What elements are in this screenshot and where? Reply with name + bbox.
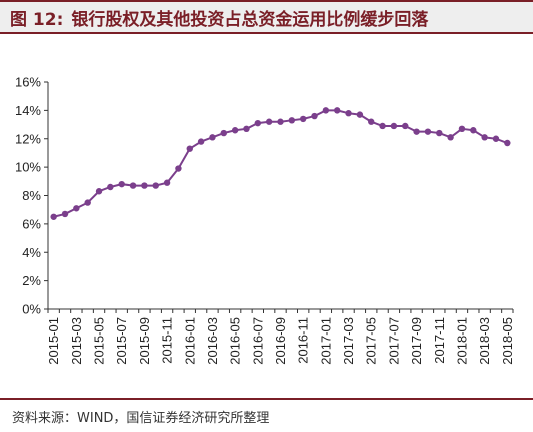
data-point: [390, 122, 398, 130]
y-tick-label: 8%: [22, 188, 41, 203]
figure-number: 图 12:: [10, 9, 64, 30]
data-point: [470, 127, 477, 134]
data-point: [254, 119, 262, 127]
series-line: [53, 109, 508, 218]
x-tick-label: 2017-05: [364, 317, 379, 365]
x-tick-label: 2015-11: [160, 317, 175, 364]
data-point: [458, 125, 466, 133]
data-point: [118, 180, 125, 188]
data-point: [288, 117, 296, 124]
data-point: [50, 213, 57, 220]
data-point: [243, 125, 250, 133]
data-point: [322, 107, 330, 114]
x-tick-label: 2017-11: [432, 317, 447, 364]
data-point: [492, 135, 500, 142]
figure-title: 银行股权及其他投资占总资金运用比例缓步回落: [71, 9, 429, 30]
line-chart: 0% 2% 4% 6% 8% 10% 12% 14% 16% 2015-01 2015-03 2015…: [15, 75, 515, 365]
data-point: [107, 183, 114, 191]
data-point: [141, 182, 148, 189]
data-point: [299, 115, 307, 123]
data-point: [220, 129, 227, 137]
x-tick-label: 2016-11: [296, 317, 311, 364]
x-tick-label: 2017-01: [318, 317, 333, 365]
y-tick-label: 12%: [15, 131, 41, 146]
data-point: [481, 134, 488, 141]
data-point: [447, 134, 454, 141]
data-point: [209, 134, 216, 141]
x-tick-label: 2016-05: [228, 317, 243, 365]
x-tick-label: 2015-05: [92, 317, 107, 365]
x-tick-label: 2016-01: [182, 317, 197, 365]
data-point: [277, 118, 284, 125]
data-point: [73, 205, 80, 212]
x-tick-label: 2016-07: [250, 317, 265, 365]
data-point: [311, 112, 318, 120]
data-point: [175, 165, 182, 172]
source-note: 资料来源：WIND，国信证券经济研究所整理: [0, 398, 533, 432]
data-point: [402, 122, 409, 130]
x-tick-label: 2015-01: [46, 317, 61, 365]
data-point: [379, 122, 386, 130]
y-tick-label: 4%: [22, 245, 41, 260]
data-point: [84, 199, 91, 206]
x-tick-label: 2017-07: [386, 317, 401, 365]
y-tick-label: 16%: [15, 75, 41, 90]
x-tick-label: 2018-03: [477, 317, 492, 365]
y-tick-label: 2%: [22, 273, 41, 288]
y-tick-label: 0%: [22, 302, 41, 317]
y-tick-label: 14%: [15, 103, 41, 118]
data-point: [129, 182, 137, 189]
x-tick-label: 2015-07: [114, 317, 129, 365]
x-tick-label: 2018-05: [500, 317, 515, 365]
data-point: [95, 188, 103, 195]
x-tick-label: 2016-09: [273, 317, 288, 365]
data-point: [368, 118, 375, 125]
x-tick-label: 2018-01: [454, 317, 469, 365]
data-point: [152, 182, 159, 189]
data-point: [265, 118, 273, 125]
data-point: [345, 110, 352, 117]
figure-title-bar: 图 12: 银行股权及其他投资占总资金运用比例缓步回落: [0, 0, 533, 34]
data-point: [334, 107, 341, 114]
y-tick-label: 10%: [15, 160, 41, 175]
data-point: [186, 145, 193, 152]
data-point: [504, 139, 511, 147]
data-point: [356, 111, 364, 118]
y-tick-label: 6%: [22, 216, 41, 231]
data-point: [231, 127, 239, 134]
data-point: [61, 210, 69, 218]
data-point: [436, 129, 443, 137]
x-tick-label: 2017-03: [341, 317, 356, 365]
data-point: [197, 138, 205, 145]
data-point: [413, 128, 420, 135]
data-point: [424, 128, 432, 135]
data-point: [163, 179, 171, 186]
x-tick-label: 2017-09: [409, 317, 424, 365]
x-tick-label: 2015-09: [137, 317, 152, 365]
x-tick-label: 2015-03: [69, 317, 84, 365]
x-tick-label: 2016-03: [205, 317, 220, 365]
